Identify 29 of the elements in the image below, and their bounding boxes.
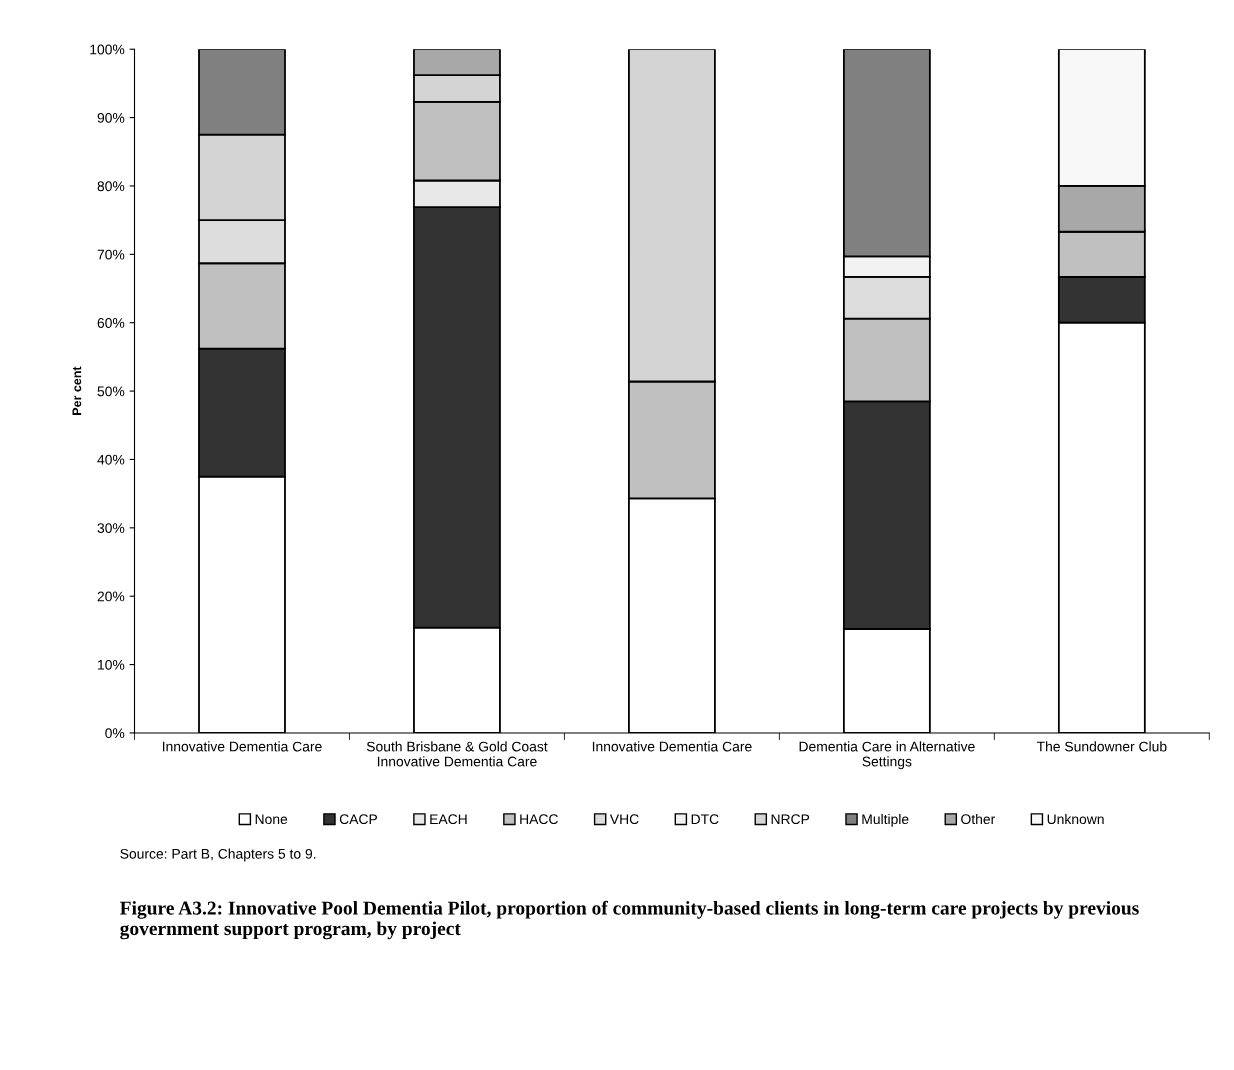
x-tick-label: Innovative Dementia Care bbox=[162, 741, 322, 752]
legend-label: Multiple bbox=[862, 813, 909, 827]
source-note: Source: Part B, Chapters 5 to 9. bbox=[120, 848, 316, 862]
y-axis-title: Per cent bbox=[72, 366, 82, 415]
x-tick-label: Innovative Dementia Care bbox=[592, 741, 752, 752]
y-tick-label: 60% bbox=[97, 318, 125, 328]
y-tick-label: 50% bbox=[97, 386, 125, 397]
legend-label: VHC bbox=[609, 814, 639, 825]
x-tick-label: Dementia Care in Alternative Settings bbox=[799, 741, 975, 770]
legend-label: Unknown bbox=[1047, 813, 1104, 825]
legend-label: None bbox=[255, 814, 288, 825]
y-tick-label: 100% bbox=[90, 44, 125, 55]
legend-label: EACH bbox=[430, 814, 467, 825]
y-tick-label: 0% bbox=[105, 728, 125, 739]
text: Figure A3.2: Innovative Pool Dementia Pilot, proportion of community-based clients in long-term care projects by previous government support program, by project bbox=[120, 900, 1139, 940]
x-tick-label: The Sundowner Club bbox=[1036, 741, 1167, 752]
y-tick-label: 20% bbox=[97, 591, 125, 602]
y-tick-label: 40% bbox=[97, 454, 125, 465]
y-tick-label: 10% bbox=[98, 659, 125, 670]
legend-label: DTC bbox=[691, 814, 719, 825]
legend-label: NRCP bbox=[771, 814, 810, 825]
legend-label: Other bbox=[961, 813, 996, 825]
y-tick-label: 80% bbox=[97, 181, 125, 192]
y-tick-label: 70% bbox=[97, 249, 125, 260]
legend-label: HACC bbox=[520, 814, 558, 825]
legend-label: CACP bbox=[339, 814, 378, 825]
y-tick-label: 90% bbox=[97, 112, 125, 123]
y-tick-label: 30% bbox=[97, 523, 125, 533]
x-tick-label: South Brisbane & Gold Coast Innovative Dementia Care bbox=[366, 741, 548, 767]
